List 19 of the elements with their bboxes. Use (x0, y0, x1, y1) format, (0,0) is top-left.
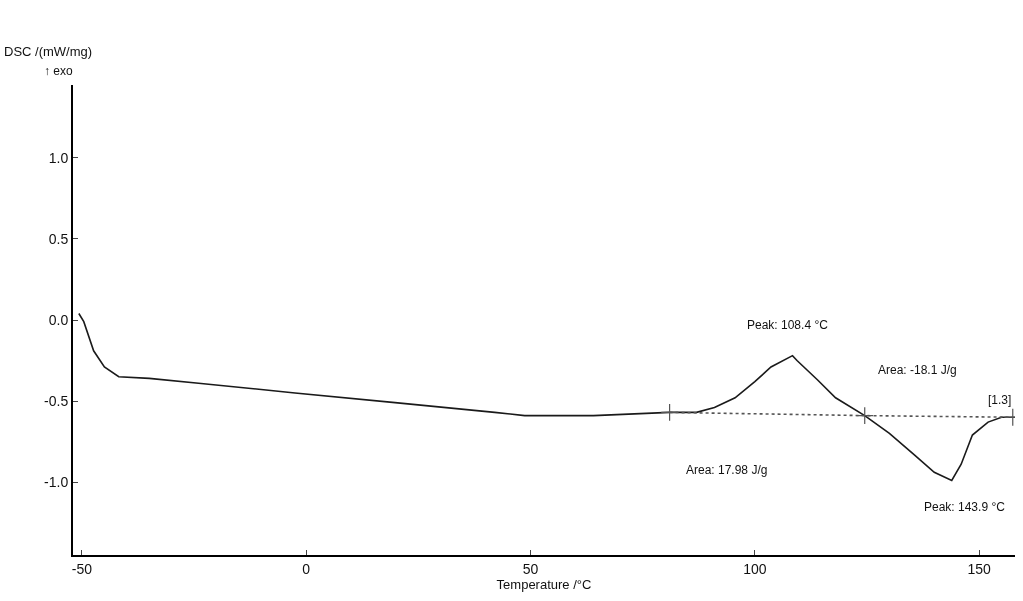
y-tick-label: 0.5 (48, 230, 69, 247)
y-tick-label: 0.0 (48, 311, 69, 328)
line-series (78, 312, 1015, 482)
annotation: Peak: 143.9 °C (924, 500, 1006, 514)
y-tick-label: -1.0 (44, 473, 69, 490)
x-tick-label: 0 (302, 560, 311, 577)
annotation: Area: -18.1 J/g (878, 363, 957, 377)
x-tick-label: -50 (71, 560, 93, 577)
text: ↑ exo (44, 64, 74, 78)
annotation: Area: 17.98 J/g (686, 463, 768, 477)
x-tick-label: 50 (522, 560, 539, 577)
x-axis-title: Temperature /°C (496, 576, 592, 592)
x-tick-label: 100 (743, 560, 767, 577)
annotation: [1.3] (988, 393, 1012, 407)
y-tick-label: 1.0 (48, 149, 69, 166)
y-axis-title: DSC /(mW/mg) (4, 44, 93, 59)
x-tick-label: 150 (967, 560, 991, 577)
y-tick-label: -0.5 (44, 392, 69, 409)
annotation: Peak: 108.4 °C (747, 318, 829, 332)
